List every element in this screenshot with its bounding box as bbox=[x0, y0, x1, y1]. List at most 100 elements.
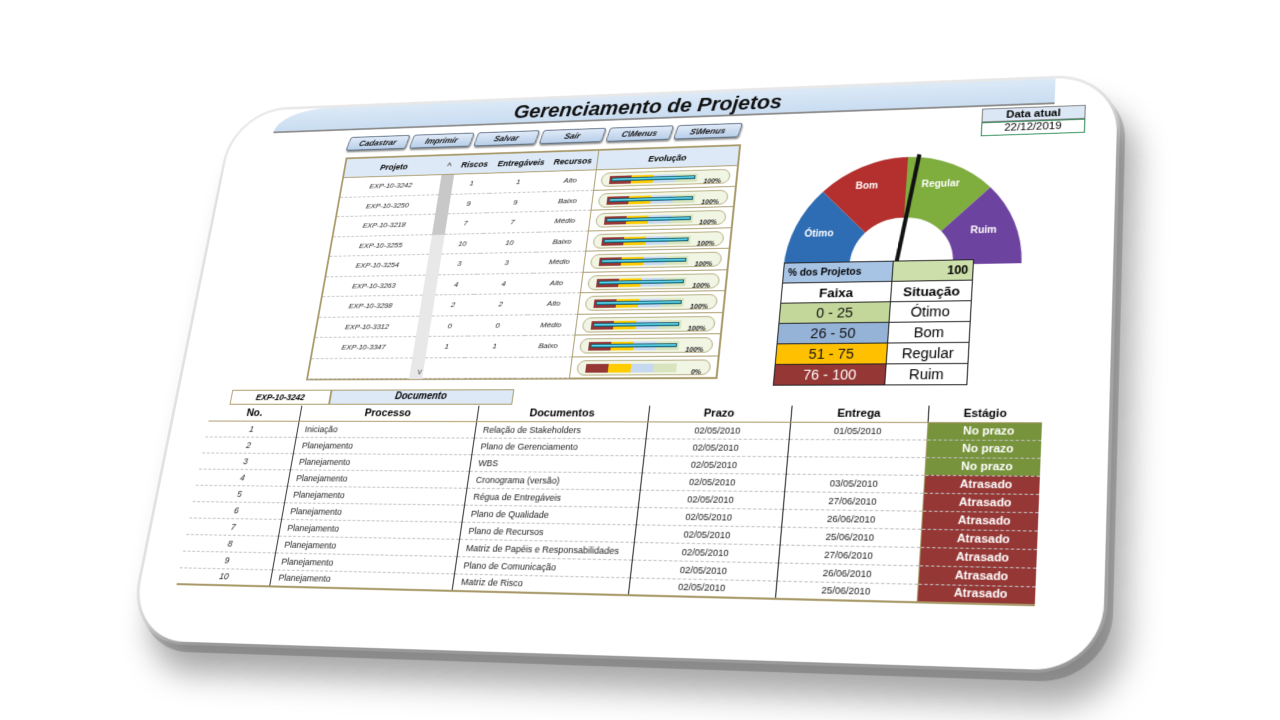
col-project: Projeto bbox=[379, 162, 409, 172]
project-id[interactable]: EXP-10-3263 bbox=[322, 275, 426, 298]
doc-deadline: 02/05/2010 bbox=[627, 577, 777, 599]
project-deliverables: 4 bbox=[474, 273, 534, 295]
com-menus-button[interactable]: C\Menus bbox=[605, 125, 675, 142]
cadastrar-button[interactable]: Cadastrar bbox=[345, 134, 411, 151]
project-row[interactable]: EXP-10-3347 1 1 Baixo 100% bbox=[311, 334, 720, 359]
doc-document: Relação de Stakeholders bbox=[473, 421, 648, 439]
doc-delivery: 25/06/2010 bbox=[774, 580, 918, 603]
project-id[interactable]: EXP-10-3347 bbox=[311, 336, 416, 359]
doc-deadline: 02/05/2010 bbox=[645, 421, 791, 439]
dashboard-sheet: Gerenciamento de Projetos Cadastrar Impr… bbox=[128, 75, 1119, 672]
project-deliverables: 7 bbox=[483, 211, 542, 234]
legend-range: 51 - 75 bbox=[775, 343, 888, 365]
project-risks: 1 bbox=[425, 336, 468, 358]
doc-stage-badge: Atrasado bbox=[919, 528, 1038, 549]
project-risks: 7 bbox=[444, 213, 487, 235]
legend-status: Ótimo bbox=[889, 300, 972, 323]
col-range: Faixa bbox=[780, 281, 893, 304]
project-evolution: 100% bbox=[585, 227, 731, 252]
legend-status: Regular bbox=[886, 342, 970, 364]
project-deliverables: 3 bbox=[477, 252, 537, 275]
project-resources: Alto bbox=[530, 272, 583, 294]
imprimir-button[interactable]: Imprimir bbox=[408, 132, 475, 149]
doc-stage-badge: No prazo bbox=[925, 439, 1042, 458]
sem-menus-button[interactable]: S\Menus bbox=[673, 122, 744, 140]
project-risks: 0 bbox=[428, 315, 472, 337]
scroll-down-icon[interactable]: v bbox=[416, 366, 423, 377]
document-header: EXP-10-3242 Documento bbox=[229, 389, 515, 405]
doc-no: 4 bbox=[196, 468, 291, 486]
projects-list: Projeto ^ Riscos Entregáveis Recursos Ev… bbox=[305, 144, 742, 381]
project-id[interactable]: EXP-10-3255 bbox=[329, 234, 433, 257]
project-id[interactable]: EXP-10-3298 bbox=[318, 295, 423, 318]
project-id[interactable]: EXP-10-3250 bbox=[336, 194, 439, 218]
doc-stage-badge: No prazo bbox=[924, 457, 1041, 476]
status-legend: % dos Projetos 100 Faixa Situação 0 - 25… bbox=[773, 259, 974, 386]
doc-no: 7 bbox=[186, 517, 282, 536]
project-evolution: 100% bbox=[593, 165, 738, 191]
doc-delivery bbox=[787, 438, 927, 458]
doc-process: Planejamento bbox=[290, 453, 472, 471]
legend-row: 26 - 50 Bom bbox=[777, 321, 971, 344]
project-evolution: 100% bbox=[571, 334, 720, 357]
project-id[interactable]: EXP-10-3312 bbox=[315, 316, 420, 338]
project-resources: Baixo bbox=[521, 335, 575, 358]
project-row[interactable]: 0% bbox=[307, 356, 718, 380]
legend-status: Ruim bbox=[885, 363, 968, 385]
project-risks: 1 bbox=[451, 173, 493, 195]
project-id[interactable]: EXP-10-3254 bbox=[326, 254, 429, 277]
doc-stage-badge: Atrasado bbox=[921, 510, 1039, 531]
col-document: Documentos bbox=[476, 405, 650, 422]
evolution-bar: 100% bbox=[592, 230, 725, 249]
project-deliverables: 1 bbox=[489, 171, 548, 194]
project-id[interactable]: EXP-10-3218 bbox=[333, 214, 436, 237]
selected-project[interactable]: EXP-10-3242 bbox=[229, 389, 332, 405]
doc-deadline: 02/05/2010 bbox=[643, 438, 789, 457]
project-deliverables: 10 bbox=[480, 232, 539, 254]
legend-range: 26 - 50 bbox=[777, 322, 890, 344]
project-risks bbox=[422, 357, 465, 380]
col-deadline: Prazo bbox=[647, 405, 792, 422]
evolution-bar: 100% bbox=[589, 251, 723, 269]
evolution-bar: 100% bbox=[600, 168, 731, 188]
doc-delivery: 03/05/2010 bbox=[784, 473, 925, 493]
doc-document: Cronograma (versão) bbox=[466, 470, 642, 490]
doc-no: 9 bbox=[179, 550, 276, 570]
project-risks: 10 bbox=[441, 233, 484, 255]
documents-table: No. Processo Documentos Prazo Entrega Es… bbox=[176, 405, 1043, 607]
project-deliverables: 1 bbox=[464, 335, 525, 358]
doc-process: Planejamento bbox=[292, 436, 474, 455]
current-date: Data atual 22/12/2019 bbox=[980, 104, 1086, 137]
evolution-bands bbox=[585, 363, 677, 373]
col-delivery: Entrega bbox=[790, 405, 929, 422]
doc-no: 8 bbox=[183, 533, 279, 553]
doc-no: 3 bbox=[199, 452, 293, 470]
evolution-bar: 100% bbox=[578, 337, 714, 354]
legend-range: 76 - 100 bbox=[773, 363, 887, 386]
project-evolution: 0% bbox=[568, 356, 718, 379]
date-value[interactable]: 22/12/2019 bbox=[980, 118, 1086, 137]
project-evolution: 100% bbox=[574, 312, 723, 336]
doc-document: Matriz de Risco bbox=[451, 573, 630, 596]
sair-button[interactable]: Sair bbox=[538, 127, 607, 145]
doc-no: 1 bbox=[205, 420, 299, 437]
evolution-bar: 100% bbox=[581, 315, 716, 333]
doc-deadline: 02/05/2010 bbox=[637, 489, 785, 509]
salvar-button[interactable]: Salvar bbox=[473, 130, 541, 147]
gauge-chart: Ótimo Bom Regular Ruim bbox=[783, 153, 1025, 268]
doc-delivery: 26/06/2010 bbox=[781, 508, 923, 529]
doc-deadline: 02/05/2010 bbox=[641, 455, 788, 474]
project-deliverables: 9 bbox=[486, 191, 545, 214]
doc-process: Planejamento bbox=[287, 469, 470, 488]
gauge-label: Ótimo bbox=[804, 228, 834, 240]
project-id[interactable] bbox=[307, 357, 413, 380]
project-risks: 3 bbox=[438, 253, 481, 275]
doc-process: Iniciação bbox=[295, 420, 477, 438]
doc-delivery: 01/05/2010 bbox=[788, 421, 928, 440]
project-evolution: 100% bbox=[590, 186, 735, 211]
doc-stage-badge: Atrasado bbox=[916, 583, 1036, 606]
project-evolution: 100% bbox=[587, 206, 733, 232]
doc-document: WBS bbox=[469, 454, 644, 473]
col-stage: Estágio bbox=[927, 405, 1043, 423]
col-no: No. bbox=[208, 405, 302, 421]
